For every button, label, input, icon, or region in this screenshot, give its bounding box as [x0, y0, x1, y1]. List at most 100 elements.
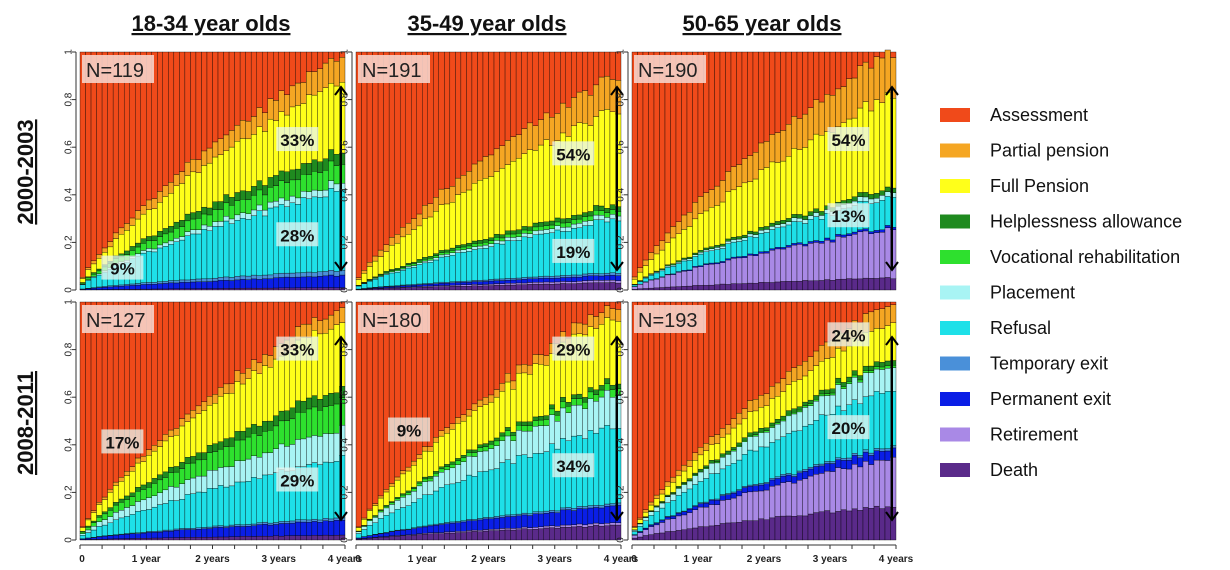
bar-segment-helpless [571, 394, 578, 399]
bar-segment-refusal [399, 270, 406, 286]
bar-segment-assessment [609, 301, 616, 309]
bar-segment-refusal [813, 216, 820, 241]
bar-segment-assessment [587, 51, 594, 96]
bar-segment-permanent [598, 507, 605, 524]
x-tick-label: 3 years [813, 554, 848, 565]
y-tick-label: 1 [64, 299, 75, 305]
bar-segment-death [565, 283, 572, 291]
bar-segment-temporary [835, 457, 842, 460]
bar-segment-permanent [730, 493, 737, 499]
row-title-1: 2000-2003 [13, 119, 38, 224]
bar-segment-permanent [835, 459, 842, 468]
bar-segment-placement [79, 533, 86, 536]
bar-segment-assessment [587, 301, 594, 315]
bar-segment-vocational [857, 379, 864, 383]
bar-segment-assessment [206, 301, 213, 397]
bar-segment-partial [549, 117, 555, 146]
bar-segment-death [184, 537, 191, 541]
bar-segment-permanent [884, 225, 891, 228]
bar-segment-vocational [538, 226, 544, 231]
bar-segment-partial [300, 82, 307, 104]
bar-segment-partial [686, 460, 693, 467]
bar-segment-partial [846, 78, 853, 120]
bar-segment-temporary [179, 528, 186, 530]
arrows [885, 335, 899, 522]
bar-segment-permanent [228, 526, 235, 537]
bar-segment-full [719, 201, 726, 245]
bar-segment-refusal [85, 280, 92, 289]
bar-segment-full [383, 251, 390, 272]
bar-segment-placement [85, 529, 92, 533]
bar-segment-full [411, 229, 417, 263]
bar-segment-partial [785, 371, 792, 385]
bar-segment-permanent [681, 511, 688, 516]
bar-segment-permanent [333, 275, 340, 288]
bar-segment-partial [565, 107, 572, 137]
bar-segment-assessment [179, 301, 186, 419]
bar-segment-helpless [510, 431, 517, 436]
bar-segment-helpless [466, 449, 473, 453]
bar-segment-assessment [493, 301, 500, 390]
bar-segment-vocational [482, 446, 489, 452]
bar-segment-full [714, 205, 721, 246]
bar-segment-retirement [587, 523, 594, 527]
bar-segment-placement [322, 189, 329, 198]
bar-segment-vocational [129, 250, 136, 257]
bar-segment-full [538, 364, 544, 417]
bar-segment-permanent [311, 521, 318, 536]
bar-segment-full [526, 149, 533, 227]
bar-segment-full [686, 466, 693, 479]
bar-segment-helpless [433, 471, 439, 474]
bar-segment-full [609, 111, 616, 205]
bar-segment-permanent [521, 279, 528, 284]
bar-segment-death [333, 287, 340, 291]
bar-segment-assessment [642, 301, 649, 510]
bar-segment-refusal [250, 215, 257, 276]
bar-segment-full [725, 191, 732, 240]
bar-segment-death [587, 526, 594, 541]
bar-segment-placement [295, 439, 302, 467]
bar-segment-death [427, 286, 434, 291]
bar-segment-permanent [587, 275, 594, 281]
bar-segment-refusal [719, 248, 726, 262]
bar-segment-vocational [521, 229, 528, 234]
bar-segment-death [168, 537, 175, 541]
bar-segment-placement [206, 226, 213, 231]
bar-segment-permanent [697, 503, 704, 508]
bar-segment-partial [416, 454, 423, 460]
bar-segment-partial [482, 397, 489, 405]
bar-segment-refusal [146, 509, 152, 532]
y-tick-label: 0.6 [340, 390, 351, 404]
bar-segment-full [256, 126, 263, 181]
bar-segment-temporary [466, 280, 473, 283]
bar-segment-refusal [416, 498, 423, 527]
bar-segment-assessment [466, 51, 473, 172]
bar-segment-assessment [598, 51, 605, 78]
bar-segment-assessment [730, 301, 737, 419]
bar-segment-death [173, 288, 180, 291]
bar-segment-assessment [455, 51, 462, 179]
bar-segment-full [383, 491, 390, 506]
bar-segment-full [780, 391, 787, 417]
bar-segment-assessment [543, 301, 550, 356]
bar-segment-death [681, 529, 688, 541]
bar-segment-death [736, 522, 743, 541]
bar-segment-permanent [714, 499, 721, 505]
bar-segment-helpless [90, 272, 97, 275]
bar-segment-death [317, 287, 324, 291]
bar-segment-partial [670, 476, 677, 483]
bar-segment-refusal [179, 239, 186, 281]
n-label-box [634, 305, 706, 333]
bar-segment-full [488, 176, 495, 238]
bar-segment-retirement [499, 528, 506, 531]
bar-segment-death [405, 287, 412, 291]
bar-segment-retirement [565, 281, 572, 284]
bar-segment-refusal [526, 457, 533, 514]
bar-segment-permanent [526, 515, 533, 528]
bar-segment-temporary [339, 270, 346, 276]
bar-segment-assessment [571, 51, 578, 98]
bar-segment-retirement [686, 512, 693, 529]
bar-segment-temporary [532, 511, 539, 514]
bar-segment-death [394, 535, 401, 541]
